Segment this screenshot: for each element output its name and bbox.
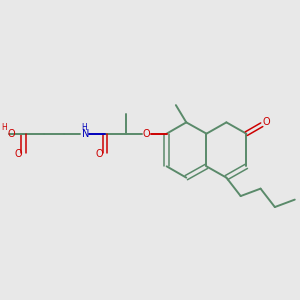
Text: N: N xyxy=(82,129,89,139)
Text: O: O xyxy=(96,149,103,160)
Text: O: O xyxy=(263,117,270,128)
Text: O: O xyxy=(8,129,15,139)
Text: O: O xyxy=(142,129,150,139)
Text: O: O xyxy=(14,149,22,160)
Text: H: H xyxy=(81,123,87,132)
Text: H: H xyxy=(1,123,7,132)
